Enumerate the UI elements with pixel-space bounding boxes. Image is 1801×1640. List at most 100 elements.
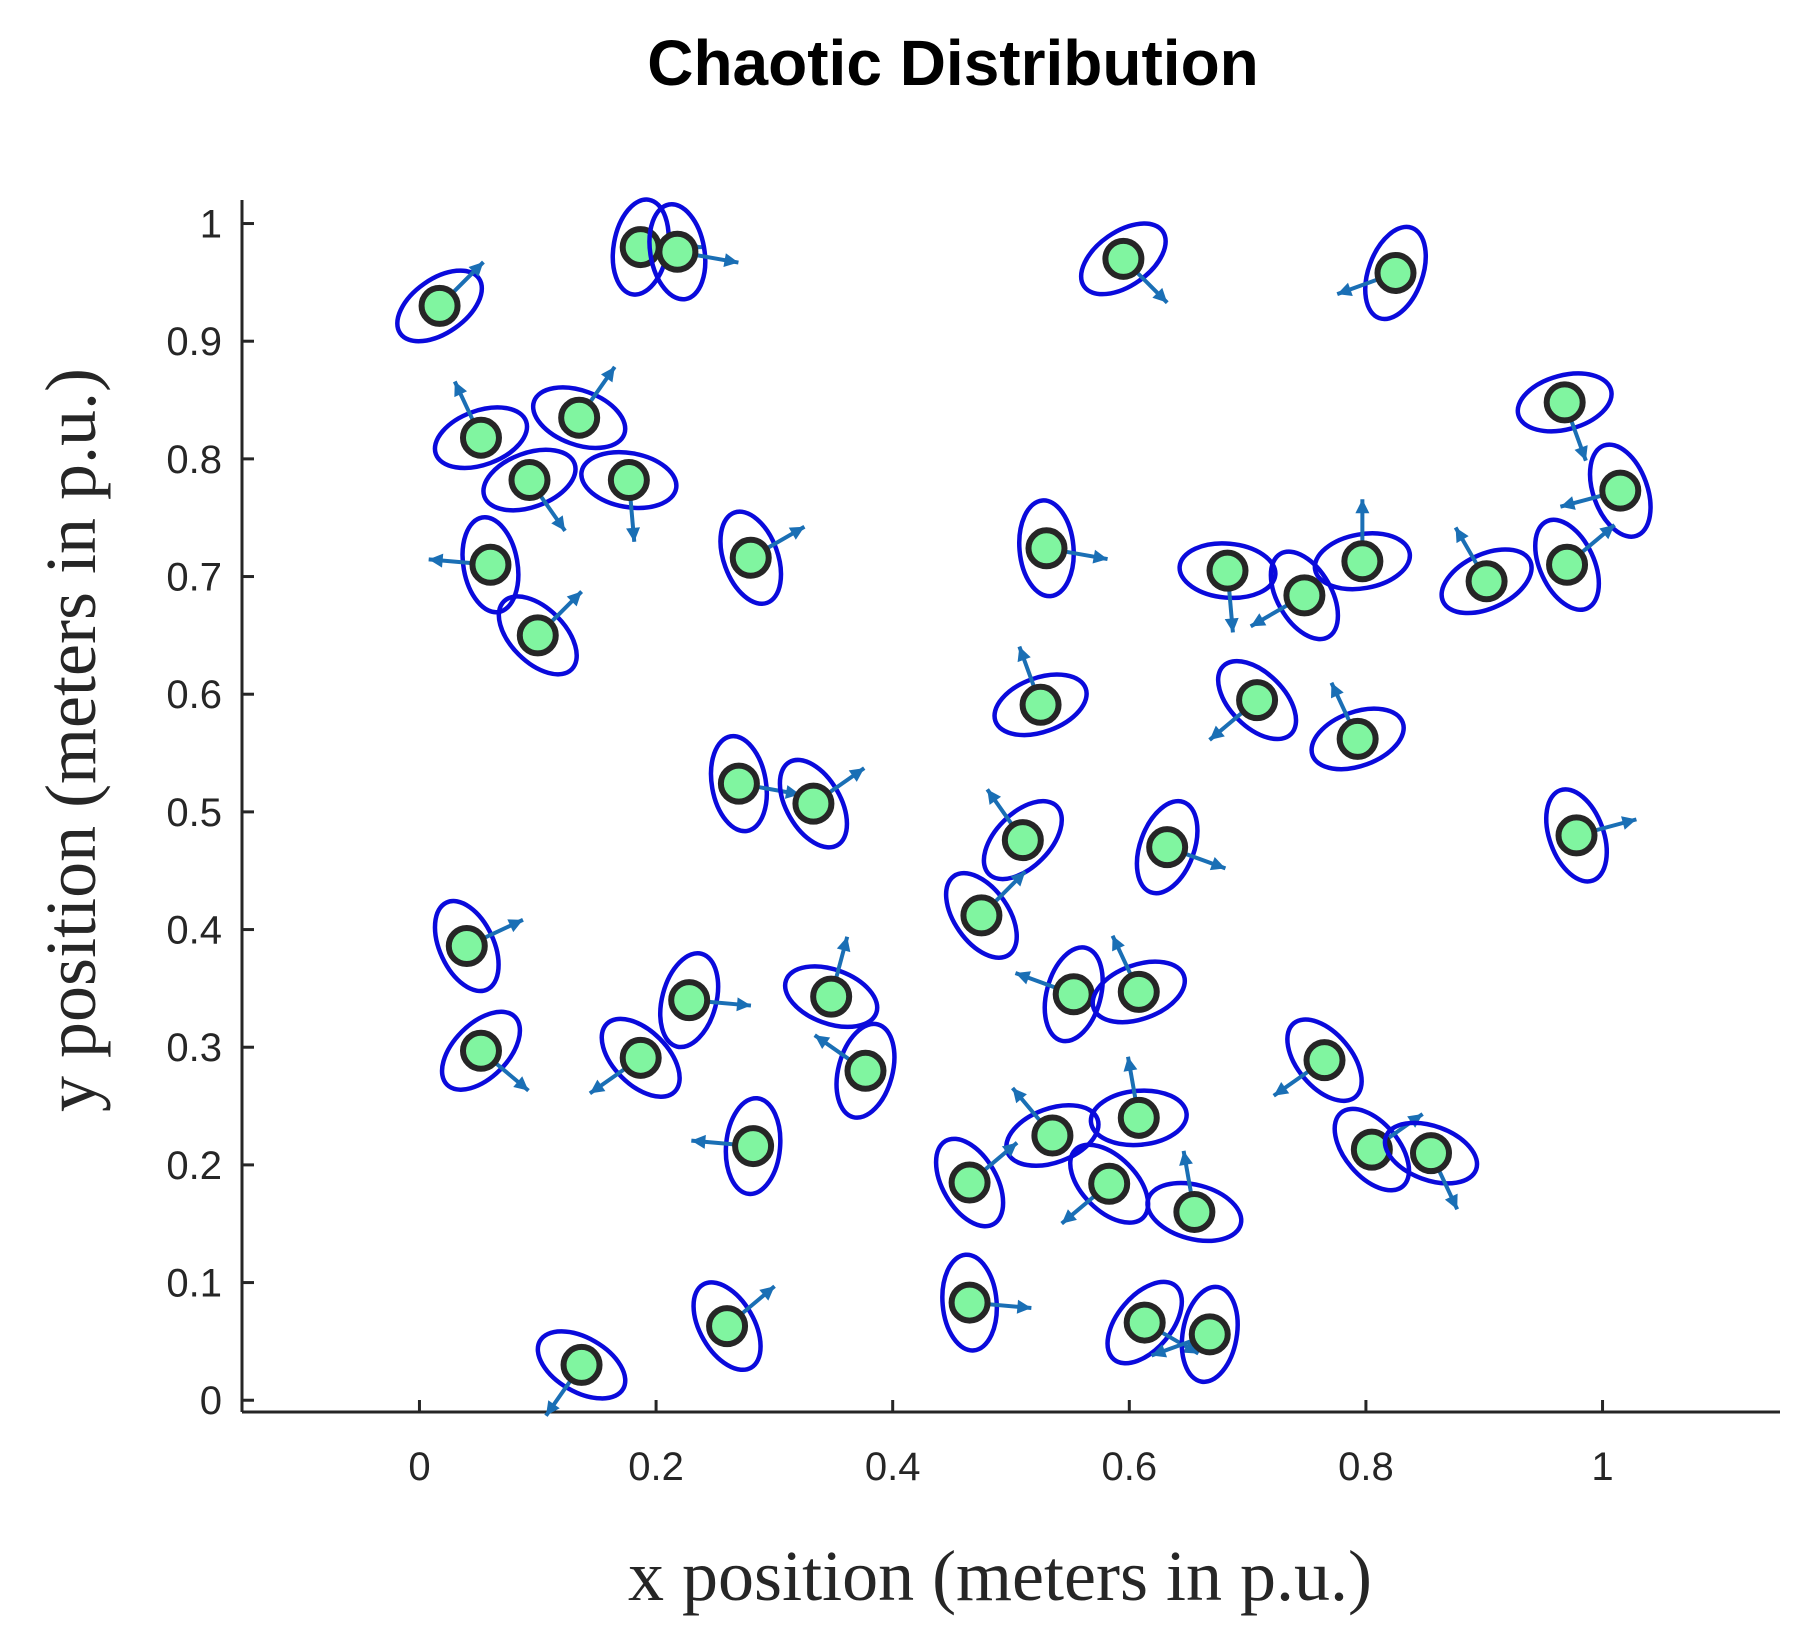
heading-arrowhead: [1355, 499, 1370, 514]
agent-ellipse: [1179, 1284, 1240, 1385]
agent: [940, 1252, 1032, 1353]
agent-ellipse: [1439, 547, 1534, 616]
agent-marker: [459, 416, 502, 459]
agent: [395, 260, 485, 344]
agent-ellipse: [1068, 1142, 1151, 1225]
agent-ellipse: [943, 870, 1019, 960]
agent: [691, 1280, 776, 1373]
heading-arrowhead: [626, 527, 641, 542]
x-tick-label: 0.4: [865, 1445, 921, 1489]
agent-marker: [1117, 970, 1160, 1013]
y-tick-label: 0.9: [166, 320, 222, 364]
agent-marker: [1102, 237, 1145, 280]
agent: [1150, 1284, 1240, 1385]
agent-marker: [1283, 574, 1326, 617]
heading-arrowhead: [428, 553, 444, 568]
agent-marker: [1236, 679, 1279, 722]
agent-ellipse: [1382, 1120, 1480, 1186]
agent-ellipse: [718, 509, 784, 607]
agent-marker: [516, 614, 559, 657]
agent-ellipse: [481, 447, 578, 513]
agent-layer: [395, 197, 1653, 1417]
heading-arrowhead: [566, 591, 582, 607]
y-tick-label: 0.8: [166, 438, 222, 482]
agent-ellipse: [981, 798, 1065, 882]
heading-arrowhead: [1331, 682, 1344, 699]
agent-marker: [810, 975, 853, 1018]
agent: [813, 1021, 897, 1120]
heading-arrowhead: [723, 253, 739, 268]
y-tick-label: 0.7: [166, 556, 222, 600]
agent-marker: [792, 782, 835, 825]
agent-marker: [619, 1036, 662, 1079]
heading-arrowhead: [1560, 496, 1576, 510]
heading-arrowhead: [1001, 1142, 1018, 1158]
agent-marker: [459, 1029, 502, 1072]
y-tick-label: 0.1: [166, 1262, 222, 1306]
heading-arrowhead: [814, 1035, 831, 1049]
heading-arrowhead: [1250, 613, 1267, 627]
agent-marker: [1088, 1162, 1131, 1205]
agent-marker: [717, 762, 760, 805]
agent-marker: [948, 1281, 991, 1324]
heading-arrowhead: [1179, 1150, 1193, 1166]
x-tick-label: 1: [1591, 1445, 1613, 1489]
heading-arrowhead: [1621, 816, 1637, 830]
x-axis-label: x position (meters in p.u.): [628, 1536, 1372, 1616]
agent: [1088, 1056, 1189, 1148]
agent: [943, 870, 1027, 960]
agent-marker: [1117, 1096, 1160, 1139]
agent: [1336, 224, 1428, 322]
heading-arrowhead: [1224, 617, 1239, 633]
agent-marker: [1019, 683, 1062, 726]
y-tick-label: 0.2: [166, 1144, 222, 1188]
agent-marker: [960, 894, 1003, 937]
heading-arrowhead: [1015, 971, 1031, 985]
heading-arrowhead: [1016, 1299, 1032, 1314]
agent: [1145, 1150, 1244, 1244]
y-tick-label: 0.6: [166, 673, 222, 717]
agent-marker: [560, 1343, 603, 1386]
chart-title: Chaotic Distribution: [647, 27, 1259, 99]
heading-arrowhead: [788, 526, 805, 540]
agent-marker: [1052, 973, 1095, 1016]
agent-ellipse: [658, 951, 721, 1050]
heading-arrowhead: [454, 381, 468, 398]
agent: [588, 1016, 682, 1100]
heading-arrowhead: [1599, 524, 1615, 540]
agent: [1533, 517, 1616, 613]
agent-ellipse: [579, 449, 679, 511]
agent-ellipse: [691, 1280, 763, 1373]
agent: [530, 365, 628, 451]
y-tick-label: 1: [200, 203, 222, 247]
agent: [1312, 499, 1413, 592]
agent-marker: [1188, 1313, 1231, 1356]
agent-ellipse: [1587, 442, 1653, 539]
agent: [1060, 1142, 1151, 1226]
agent-marker: [948, 1161, 991, 1204]
y-tick-label: 0.5: [166, 791, 222, 835]
heading-arrowhead: [1444, 1193, 1458, 1210]
agent: [428, 515, 521, 615]
agent-ellipse: [535, 1329, 628, 1401]
heading-arrowhead: [1337, 282, 1353, 296]
agent-ellipse: [647, 202, 708, 302]
agent: [1078, 221, 1169, 305]
agent: [1382, 1120, 1480, 1211]
agent: [1544, 787, 1637, 884]
agent-marker: [1146, 826, 1189, 869]
agent-ellipse: [1332, 1106, 1412, 1193]
agent-ellipse: [395, 268, 485, 344]
agent: [432, 898, 524, 994]
x-tick-label: 0.8: [1338, 1445, 1394, 1489]
agent-marker: [1546, 543, 1589, 586]
agent-ellipse: [1285, 1017, 1364, 1104]
agent-ellipse: [1177, 541, 1278, 601]
heading-arrowhead: [1455, 527, 1469, 544]
agent-marker: [1465, 560, 1508, 603]
agent: [992, 645, 1089, 738]
agent: [1332, 1106, 1424, 1193]
heading-arrowhead: [1123, 1056, 1138, 1072]
agent-marker: [844, 1049, 887, 1092]
agent-ellipse: [708, 733, 770, 834]
